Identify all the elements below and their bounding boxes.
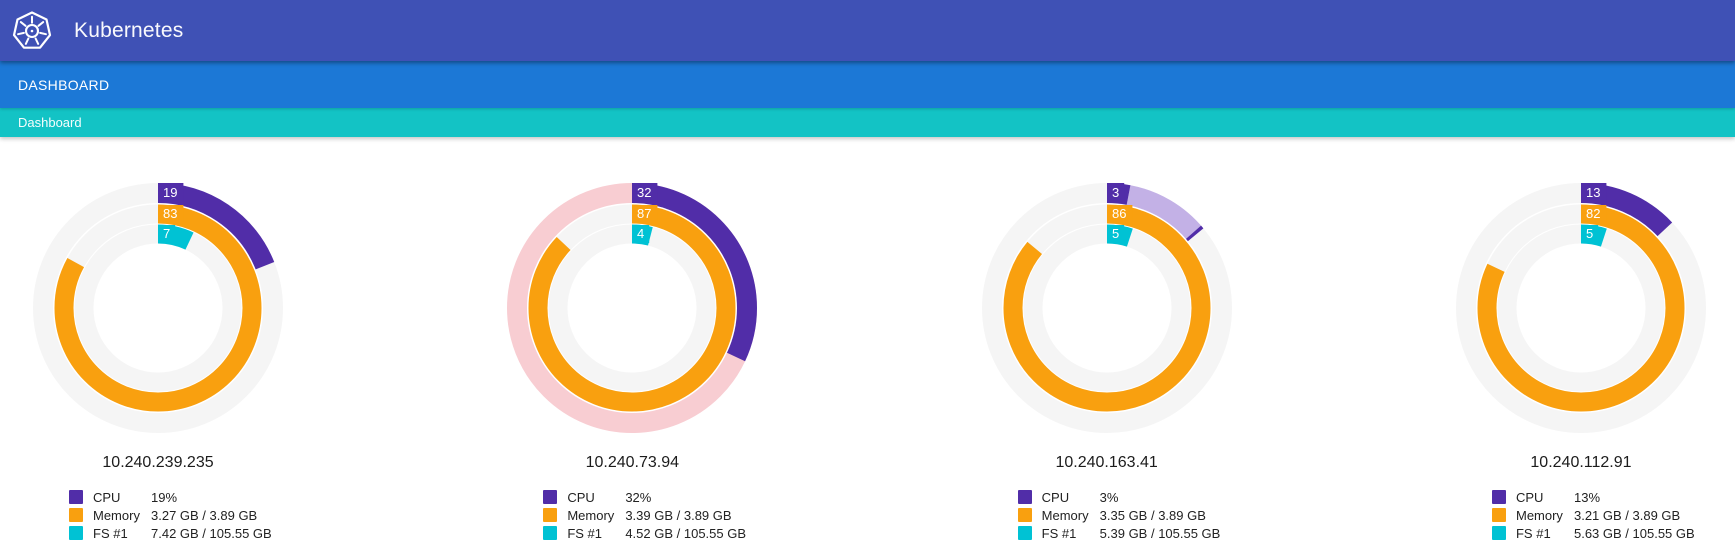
legend-row-fs: FS #1 4.52 GB / 105.55 GB bbox=[543, 524, 746, 542]
node-card: 32 87 4 10.240.73.94 CPU 32% Memory 3.39 GB / 3… bbox=[482, 158, 782, 542]
node-legend: CPU 13% Memory 3.21 GB / 3.89 GB FS #1 5.63 G… bbox=[1491, 488, 1695, 542]
cpu-value-label-bg bbox=[158, 183, 184, 203]
fs-value-label: 7 bbox=[163, 226, 170, 241]
cpu-value-label: 19 bbox=[163, 185, 177, 200]
cpu-value-label: 3 bbox=[1112, 185, 1119, 200]
node-card: 3 86 5 10.240.163.41 CPU 3% Memory 3.35 GB / 3.… bbox=[957, 158, 1257, 542]
legend-value: 32% bbox=[625, 489, 652, 505]
cpu-value-label: 13 bbox=[1586, 185, 1600, 200]
legend-row-fs: FS #1 5.39 GB / 105.55 GB bbox=[1017, 524, 1221, 542]
legend-label: Memory bbox=[93, 507, 140, 523]
legend-value: 3.27 GB / 3.89 GB bbox=[151, 507, 258, 523]
memory-swatch-icon bbox=[69, 508, 83, 522]
legend-label: CPU bbox=[93, 489, 121, 505]
cpu-swatch-icon bbox=[1491, 490, 1506, 504]
memory-swatch-icon bbox=[1017, 508, 1032, 522]
legend-row-cpu: CPU 19% bbox=[69, 488, 272, 506]
node-card: 13 82 5 10.240.112.91 CPU 13% Memory 3.21 GB / … bbox=[1431, 158, 1731, 542]
legend-value: 3.39 GB / 3.89 GB bbox=[625, 507, 732, 523]
fs-value-label-bg bbox=[1106, 225, 1124, 243]
legend-row-cpu: CPU 13% bbox=[1491, 488, 1695, 506]
legend-row-memory: Memory 3.35 GB / 3.89 GB bbox=[1017, 506, 1221, 524]
cpu-swatch-icon bbox=[1017, 490, 1032, 504]
node-ip: 10.240.239.235 bbox=[102, 454, 214, 471]
node-legend: CPU 3% Memory 3.35 GB / 3.89 GB FS #1 5.39 GB… bbox=[1017, 488, 1221, 542]
legend-value: 7.42 GB / 105.55 GB bbox=[151, 525, 272, 541]
node-ip: 10.240.112.91 bbox=[1530, 454, 1632, 471]
legend-label: FS #1 bbox=[1515, 525, 1551, 541]
fs-value-label-bg bbox=[1580, 225, 1599, 243]
cpu-value-label-bg bbox=[1580, 183, 1607, 203]
tab-dashboard[interactable]: DASHBOARD bbox=[18, 76, 110, 93]
memory-value-label: 87 bbox=[637, 206, 651, 221]
node-legend: CPU 32% Memory 3.39 GB / 3.89 GB FS #1 4.52 G… bbox=[543, 488, 746, 542]
node-ip: 10.240.163.41 bbox=[1055, 454, 1158, 471]
legend-label: FS #1 bbox=[567, 525, 603, 541]
breadcrumb[interactable]: Dashboard bbox=[18, 115, 82, 130]
memory-value-label: 82 bbox=[1586, 206, 1600, 221]
legend-value: 5.63 GB / 105.55 GB bbox=[1573, 525, 1695, 541]
memory-value-label: 86 bbox=[1112, 206, 1126, 221]
legend-label: Memory bbox=[567, 507, 615, 523]
memory-swatch-icon bbox=[1491, 508, 1506, 522]
legend-label: Memory bbox=[1041, 507, 1089, 523]
legend-row-fs: FS #1 5.63 GB / 105.55 GB bbox=[1491, 524, 1695, 542]
cpu-value-label-bg bbox=[1106, 183, 1124, 203]
fs-value-label-bg bbox=[158, 225, 176, 243]
legend-row-memory: Memory 3.39 GB / 3.89 GB bbox=[543, 506, 746, 524]
legend-row-cpu: CPU 32% bbox=[543, 488, 746, 506]
legend-value: 13% bbox=[1573, 489, 1601, 505]
memory-value-label-bg bbox=[1106, 205, 1133, 223]
cpu-swatch-icon bbox=[69, 490, 83, 504]
memory-value-label: 83 bbox=[163, 206, 177, 221]
primary-nav: DASHBOARD bbox=[0, 61, 1735, 108]
legend-label: CPU bbox=[567, 489, 595, 505]
node-usage-donut[interactable]: 19 83 7 bbox=[8, 158, 308, 458]
fs-value-label-bg bbox=[632, 225, 650, 243]
memory-value-label-bg bbox=[632, 205, 658, 223]
memory-value-label-bg bbox=[1580, 205, 1607, 223]
legend-value: 4.52 GB / 105.55 GB bbox=[625, 525, 747, 541]
legend-value: 5.39 GB / 105.55 GB bbox=[1099, 525, 1221, 541]
node-ip: 10.240.73.94 bbox=[585, 454, 680, 471]
legend-value: 3% bbox=[1099, 489, 1119, 505]
fs-swatch-icon bbox=[1491, 526, 1506, 540]
legend-value: 3.21 GB / 3.89 GB bbox=[1573, 507, 1681, 523]
legend-row-cpu: CPU 3% bbox=[1017, 488, 1221, 506]
legend-label: CPU bbox=[1041, 489, 1070, 505]
legend-row-memory: Memory 3.21 GB / 3.89 GB bbox=[1491, 506, 1695, 524]
fs-swatch-icon bbox=[543, 526, 558, 540]
cpu-value-label: 32 bbox=[637, 185, 651, 200]
kubernetes-logo-icon bbox=[12, 11, 52, 49]
node-usage-donut[interactable]: 13 82 5 bbox=[1431, 158, 1731, 458]
app-title: Kubernetes bbox=[74, 18, 184, 42]
helm-spokes bbox=[17, 15, 47, 45]
memory-swatch-icon bbox=[543, 508, 558, 522]
app-header: Kubernetes bbox=[0, 0, 1735, 61]
fs-value-label: 5 bbox=[1586, 226, 1593, 241]
node-card: 19 83 7 10.240.239.235 CPU 19% Memory 3.27 GB /… bbox=[8, 158, 308, 542]
legend-row-fs: FS #1 7.42 GB / 105.55 GB bbox=[69, 524, 272, 542]
node-usage-donut[interactable]: 3 86 5 bbox=[957, 158, 1257, 458]
cpu-swatch-icon bbox=[543, 490, 558, 504]
node-usage-donut[interactable]: 32 87 4 bbox=[482, 158, 782, 458]
fs-value-label: 4 bbox=[637, 226, 644, 241]
fs-swatch-icon bbox=[1017, 526, 1032, 540]
node-gauges-grid: 19 83 7 10.240.239.235 CPU 19% Memory 3.27 GB /… bbox=[0, 137, 1735, 542]
legend-row-memory: Memory 3.27 GB / 3.89 GB bbox=[69, 506, 272, 524]
legend-label: Memory bbox=[1515, 507, 1563, 523]
fs-swatch-icon bbox=[69, 526, 83, 540]
breadcrumb-bar: Dashboard bbox=[0, 108, 1735, 137]
legend-label: FS #1 bbox=[1041, 525, 1077, 541]
memory-value-label-bg bbox=[158, 205, 184, 223]
legend-label: FS #1 bbox=[93, 525, 128, 541]
node-legend: CPU 19% Memory 3.27 GB / 3.89 GB FS #1 7.42 G… bbox=[69, 488, 272, 542]
cpu-value-label-bg bbox=[632, 183, 658, 203]
legend-value: 3.35 GB / 3.89 GB bbox=[1099, 507, 1206, 523]
legend-value: 19% bbox=[151, 489, 178, 505]
fs-value-label: 5 bbox=[1112, 226, 1119, 241]
legend-label: CPU bbox=[1515, 489, 1544, 505]
